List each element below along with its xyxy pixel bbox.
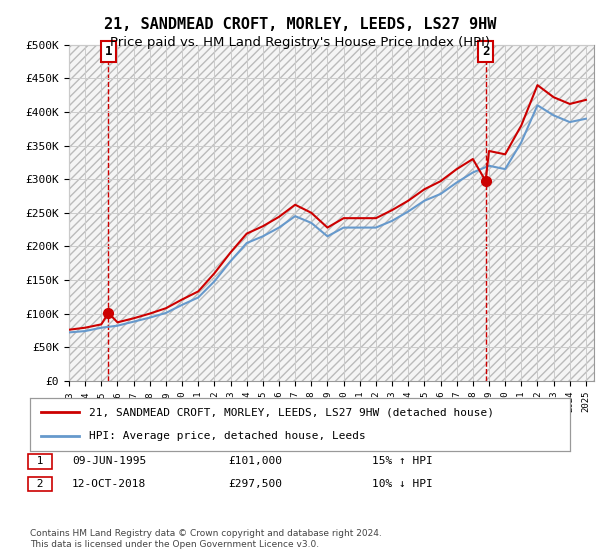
Text: 21, SANDMEAD CROFT, MORLEY, LEEDS, LS27 9HW: 21, SANDMEAD CROFT, MORLEY, LEEDS, LS27 …	[104, 17, 496, 32]
Text: 10% ↓ HPI: 10% ↓ HPI	[372, 479, 433, 489]
Text: 12-OCT-2018: 12-OCT-2018	[72, 479, 146, 489]
Text: Contains HM Land Registry data © Crown copyright and database right 2024.
This d: Contains HM Land Registry data © Crown c…	[30, 529, 382, 549]
Text: Price paid vs. HM Land Registry's House Price Index (HPI): Price paid vs. HM Land Registry's House …	[110, 36, 490, 49]
Text: £297,500: £297,500	[228, 479, 282, 489]
Text: 1: 1	[104, 45, 112, 58]
Text: 1: 1	[30, 456, 50, 466]
Text: 21, SANDMEAD CROFT, MORLEY, LEEDS, LS27 9HW (detached house): 21, SANDMEAD CROFT, MORLEY, LEEDS, LS27 …	[89, 408, 494, 418]
Text: 2: 2	[482, 45, 490, 58]
Text: HPI: Average price, detached house, Leeds: HPI: Average price, detached house, Leed…	[89, 431, 366, 441]
Text: £101,000: £101,000	[228, 456, 282, 466]
Text: 09-JUN-1995: 09-JUN-1995	[72, 456, 146, 466]
Text: 15% ↑ HPI: 15% ↑ HPI	[372, 456, 433, 466]
Text: 2: 2	[30, 479, 50, 489]
